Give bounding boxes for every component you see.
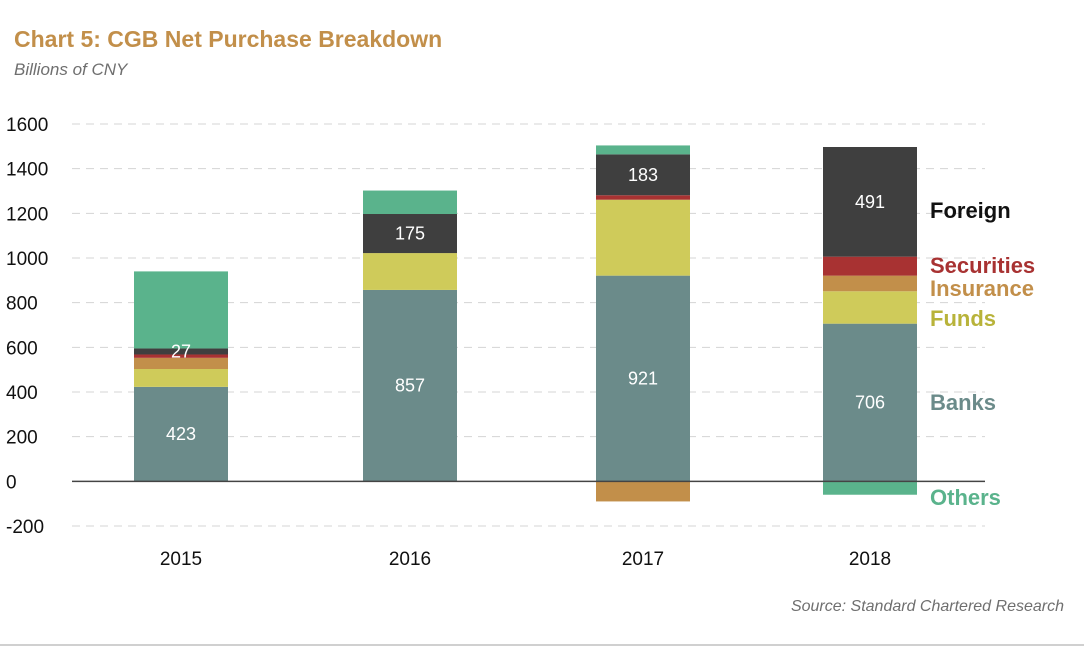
chart-subtitle: Billions of CNY <box>14 60 128 79</box>
bar-funds-2016 <box>363 253 457 290</box>
y-tick-label: 800 <box>6 294 38 315</box>
bar-funds-2017 <box>596 199 690 276</box>
legend-item-funds: Funds <box>930 306 996 331</box>
y-tick-label: -200 <box>6 517 44 538</box>
chart-title: Chart 5: CGB Net Purchase Breakdown <box>14 26 443 52</box>
bar-securities-2015 <box>134 354 228 358</box>
bar-insurance-2017 <box>596 481 690 502</box>
bar-foreign-2018 <box>823 147 917 257</box>
legend-item-insurance: Insurance <box>930 276 1034 301</box>
bar-funds-2018 <box>823 291 917 324</box>
bar-insurance-2015 <box>134 357 228 369</box>
bar-others-2016 <box>363 190 457 215</box>
data-label: 857 <box>395 376 425 396</box>
x-tick-label: 2017 <box>622 549 664 570</box>
y-tick-label: 600 <box>6 338 38 359</box>
bar-banks-2015 <box>134 386 228 482</box>
legend-item-banks: Banks <box>930 390 996 415</box>
data-label: 27 <box>171 341 191 361</box>
x-tick-label: 2016 <box>389 549 431 570</box>
bar-others-2015 <box>134 271 228 349</box>
data-label: 183 <box>628 165 658 185</box>
legend-item-foreign: Foreign <box>930 198 1011 223</box>
bar-banks-2016 <box>363 289 457 482</box>
y-tick-label: 0 <box>6 472 17 493</box>
y-tick-label: 400 <box>6 383 38 404</box>
data-label: 706 <box>855 392 885 412</box>
data-label: 491 <box>855 192 885 212</box>
bar-securities-2018 <box>823 256 917 276</box>
source-note: Source: Standard Chartered Research <box>790 598 1064 615</box>
bar-foreign-2015 <box>134 348 228 355</box>
y-tick-label: 1200 <box>6 204 48 225</box>
x-tick-label: 2015 <box>160 549 202 570</box>
data-label: 921 <box>628 368 658 388</box>
bar-banks-2017 <box>596 275 690 482</box>
bar-insurance-2018 <box>823 275 917 292</box>
y-tick-label: 1400 <box>6 160 48 181</box>
bar-securities-2017 <box>596 195 690 200</box>
legend-item-others: Others <box>930 485 1001 510</box>
bar-foreign-2017 <box>596 154 690 196</box>
bar-foreign-2016 <box>363 214 457 254</box>
legend-item-securities: Securities <box>930 253 1035 278</box>
bar-banks-2018 <box>823 323 917 482</box>
bar-others-2017 <box>596 145 690 155</box>
y-tick-label: 1000 <box>6 249 48 270</box>
bar-others-2018 <box>823 481 917 495</box>
y-tick-label: 1600 <box>6 115 48 136</box>
data-label: 175 <box>395 224 425 244</box>
x-tick-label: 2018 <box>849 549 891 570</box>
bottom-divider <box>0 644 1084 646</box>
data-label: 423 <box>166 424 196 444</box>
bar-funds-2015 <box>134 368 228 387</box>
y-tick-label: 200 <box>6 428 38 449</box>
